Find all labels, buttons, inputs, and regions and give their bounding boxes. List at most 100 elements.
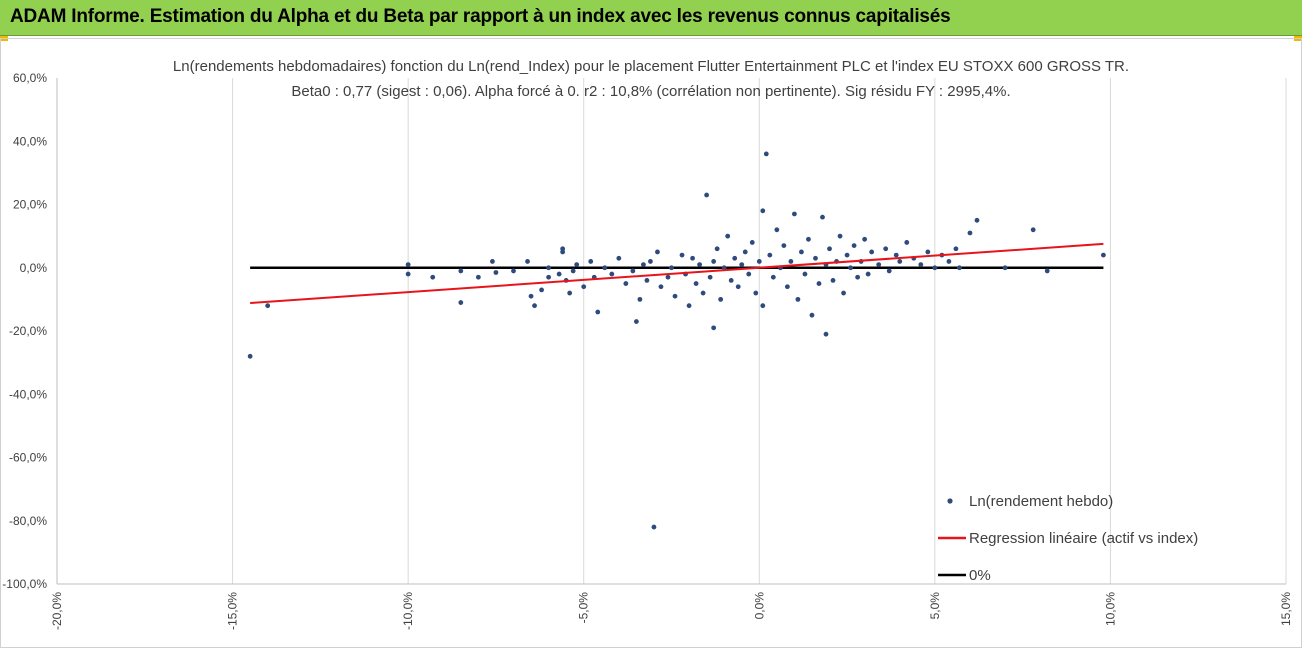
data-point: [265, 303, 271, 309]
data-point: [693, 281, 699, 286]
data-point: [837, 233, 843, 239]
data-point: [475, 274, 481, 280]
data-point: [658, 284, 664, 290]
legend-label: Ln(rendement hebdo): [969, 493, 1113, 510]
data-point: [806, 236, 811, 242]
data-point: [820, 214, 825, 220]
series: [247, 151, 1106, 530]
chart-legend: Ln(rendement hebdo) Regression linéaire (…: [938, 493, 1198, 584]
data-point: [932, 265, 938, 271]
data-point: [458, 300, 464, 305]
legend-label: Regression linéaire (actif vs index): [969, 530, 1198, 547]
data-point: [749, 240, 755, 245]
scatter-chart: 60,0% 40,0% 20,0% 0,0% -20,0% -40,0% -60,0% -80…: [2, 58, 1293, 630]
y-tick-label: -80,0%: [9, 514, 47, 528]
chart-subtitle: Beta0 : 0,77 (sigest : 0,06). Alpha forc…: [291, 83, 1010, 100]
data-point: [595, 309, 601, 315]
chart-frame: 60,0% 40,0% 20,0% 0,0% -20,0% -40,0% -60,0% -80…: [0, 38, 1302, 648]
data-point: [1030, 227, 1036, 233]
data-point: [686, 303, 692, 309]
data-point: [532, 303, 537, 309]
y-tick-label: 60,0%: [13, 71, 47, 85]
data-point: [1101, 252, 1106, 258]
data-point: [630, 268, 636, 274]
data-point: [886, 268, 892, 274]
data-point: [711, 325, 717, 331]
data-point: [883, 246, 889, 252]
data-point: [539, 287, 544, 293]
data-point: [700, 290, 706, 296]
tick-labels: 60,0% 40,0% 20,0% 0,0% -20,0% -40,0% -60,0% -80…: [2, 71, 1293, 630]
data-point: [679, 252, 685, 258]
data-point: [851, 243, 857, 249]
data-point: [953, 246, 959, 252]
data-point: [862, 236, 868, 242]
data-point: [732, 255, 738, 261]
data-point: [725, 233, 731, 239]
data-point: [841, 290, 846, 296]
data-point: [816, 281, 822, 286]
data-point: [560, 249, 566, 255]
data-point: [718, 296, 724, 302]
data-point: [746, 271, 752, 277]
axes: [56, 78, 1286, 585]
data-point: [781, 243, 787, 249]
data-point: [813, 255, 818, 261]
data-point: [770, 274, 776, 280]
data-point: [739, 262, 745, 267]
data-point: [844, 252, 850, 258]
data-point: [774, 227, 780, 233]
data-point: [1002, 265, 1008, 271]
data-point: [405, 271, 411, 277]
data-point: [799, 249, 804, 255]
data-point: [651, 524, 657, 530]
data-point: [756, 259, 762, 264]
data-point: [827, 246, 832, 252]
legend-label: 0%: [969, 567, 991, 584]
data-point: [609, 271, 615, 277]
data-point: [721, 265, 727, 271]
report-title: ADAM Informe. Estimation du Alpha et du …: [10, 6, 951, 27]
data-point: [711, 259, 717, 264]
data-point: [792, 211, 797, 217]
y-tick-label: 20,0%: [13, 198, 47, 212]
y-tick-label: -20,0%: [9, 324, 47, 338]
data-point: [802, 271, 808, 277]
y-tick-label: 40,0%: [13, 134, 47, 148]
data-point: [669, 265, 674, 271]
data-point: [546, 265, 551, 271]
data-point: [581, 284, 587, 290]
y-tick-label: 0,0%: [20, 261, 48, 275]
data-point: [788, 259, 794, 264]
data-point: [753, 290, 759, 296]
data-point: [546, 274, 551, 280]
data-point: [957, 265, 962, 271]
x-tick-label: 5,0%: [928, 592, 942, 620]
chart-title: Ln(rendements hebdomadaires) fonction du…: [173, 58, 1129, 75]
data-point: [795, 296, 801, 302]
data-point: [946, 259, 952, 264]
data-point: [637, 296, 643, 302]
y-tick-label: -100,0%: [2, 577, 47, 591]
data-point: [760, 303, 766, 309]
x-tick-label: 0,0%: [752, 592, 766, 620]
data-point: [855, 274, 861, 280]
data-point: [918, 262, 924, 267]
data-point: [405, 262, 411, 267]
gridlines: [232, 78, 1287, 584]
data-point: [784, 284, 790, 290]
data-point: [633, 319, 639, 324]
data-point: [704, 192, 710, 198]
legend-marker-scatter: [947, 498, 953, 504]
data-point: [767, 252, 773, 258]
data-point: [697, 262, 702, 267]
data-point: [602, 265, 608, 271]
data-point: [1044, 268, 1050, 274]
data-point: [735, 284, 741, 290]
y-tick-label: -60,0%: [9, 451, 47, 465]
y-tick-label: -40,0%: [9, 387, 47, 401]
report-banner: ADAM Informe. Estimation du Alpha et du …: [0, 0, 1302, 36]
data-point: [690, 255, 695, 261]
data-point: [623, 281, 629, 286]
data-point: [511, 268, 516, 274]
